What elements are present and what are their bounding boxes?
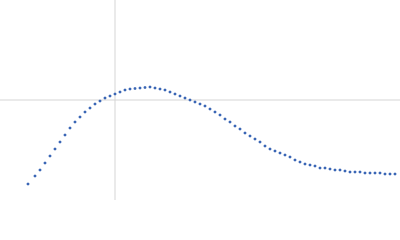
data-point [213,110,217,114]
page: {"chart_data": {"type": "scatter", "x": … [0,0,400,200]
data-point [323,166,327,170]
data-point [258,140,262,144]
data-point [188,98,192,102]
data-point [63,133,67,137]
data-point [113,92,117,96]
data-point [253,137,257,141]
data-point [268,147,272,151]
data-point [363,171,367,175]
data-point [26,182,30,186]
data-point [313,164,317,168]
data-point [278,151,282,155]
data-point [348,170,352,174]
data-point [308,163,312,167]
data-point [103,96,107,100]
data-point [218,113,222,117]
data-point [93,102,97,106]
data-point [373,171,377,175]
data-point [83,110,87,114]
data-point [248,134,252,138]
data-point [183,96,187,100]
data-point [33,174,37,178]
data-point [73,120,77,124]
data-point [38,168,42,172]
data-point [193,100,197,104]
data-point [133,87,137,90]
data-point [158,87,162,91]
data-point [368,171,372,175]
data-point [318,166,322,170]
data-point [343,169,347,173]
data-point [273,149,277,153]
data-point [203,104,207,108]
data-point [68,126,72,130]
data-point [58,140,62,144]
data-point [338,168,342,172]
data-point [173,92,177,96]
data-point [238,127,242,131]
data-point [328,167,332,171]
data-point [118,90,122,94]
data-point [288,155,292,159]
data-point [168,90,172,94]
data-point [123,88,127,92]
data-point [163,88,167,92]
data-point [388,172,392,176]
data-point [178,94,182,98]
data-point [358,170,362,174]
data-point [353,170,357,174]
data-point [378,171,382,175]
data-point [208,107,212,111]
data-point [138,86,142,90]
data-point [283,153,287,157]
data-point [333,168,337,172]
data-point [298,160,302,164]
data-point [223,117,227,121]
data-point [153,86,157,90]
data-point [263,144,267,148]
data-point [48,154,52,158]
data-point [383,172,387,176]
chart [0,0,400,200]
data-point [293,158,297,162]
data-point [143,86,147,89]
data-point [98,99,102,103]
data-point [78,115,82,119]
data-point [303,162,307,166]
data-point [233,124,237,128]
data-point [43,161,47,165]
data-point [243,131,247,135]
data-point [148,85,152,89]
data-point [108,94,112,98]
data-point [88,106,92,110]
data-point [128,87,132,91]
data-point [228,120,232,124]
data-point [393,172,397,176]
data-point [53,147,57,151]
data-point [198,102,202,106]
